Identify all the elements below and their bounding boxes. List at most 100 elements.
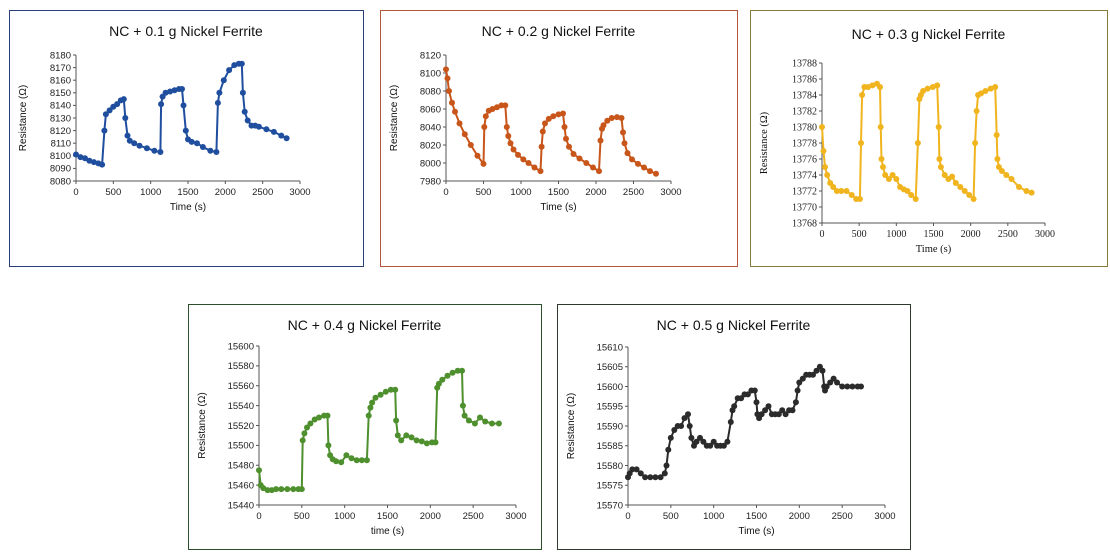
data-point <box>480 160 487 167</box>
y-tick-label: 8120 <box>420 50 441 61</box>
data-point <box>158 101 165 108</box>
series-line <box>258 369 499 492</box>
data-point <box>439 376 446 383</box>
data-point <box>738 395 745 402</box>
data-point <box>226 67 233 74</box>
data-point <box>444 372 451 379</box>
data-point <box>992 84 999 90</box>
y-tick-label: 15580 <box>228 361 254 372</box>
data-point <box>136 142 143 149</box>
data-point <box>456 120 463 127</box>
data-point <box>681 415 688 422</box>
data-point <box>284 486 291 493</box>
data-point <box>878 156 885 162</box>
y-tick-label: 15520 <box>228 421 254 432</box>
data-point <box>830 375 837 382</box>
data-point <box>452 108 458 115</box>
y-tick-label: 8080 <box>420 86 441 97</box>
data-point <box>834 379 840 386</box>
data-point <box>194 140 200 147</box>
data-point <box>77 154 84 161</box>
data-point <box>231 62 238 69</box>
data-point <box>570 151 577 157</box>
data-point <box>162 89 169 96</box>
data-point <box>839 383 846 390</box>
data-point <box>304 424 310 431</box>
data-point <box>624 150 631 157</box>
data-point <box>264 487 271 494</box>
x-tick-label: 0 <box>256 511 261 522</box>
data-point <box>489 106 496 112</box>
x-tick-label: 0 <box>73 187 78 198</box>
data-point <box>503 124 510 130</box>
data-point <box>382 388 389 395</box>
data-point <box>423 440 430 447</box>
x-tick-label: 2500 <box>832 511 853 522</box>
data-point <box>263 126 270 133</box>
data-point <box>600 122 607 129</box>
data-point <box>856 196 863 202</box>
data-point <box>348 455 355 462</box>
data-point <box>685 411 691 418</box>
data-point <box>459 367 465 374</box>
data-point <box>957 184 964 190</box>
data-point <box>707 442 714 449</box>
y-tick-label: 8100 <box>420 68 441 79</box>
data-point <box>1008 176 1015 182</box>
data-point <box>782 411 789 418</box>
data-point <box>688 434 695 441</box>
data-point <box>398 437 405 444</box>
y-tick-label: 13776 <box>792 154 817 165</box>
data-point <box>555 111 562 118</box>
data-point <box>937 164 944 170</box>
data-point <box>597 137 604 144</box>
data-point <box>1028 189 1035 196</box>
data-point <box>973 108 980 114</box>
data-point <box>652 474 659 481</box>
data-point <box>893 176 900 182</box>
data-point <box>819 367 826 374</box>
data-point <box>924 85 931 92</box>
data-point <box>590 164 596 171</box>
x-axis-label: Time (s) <box>738 526 774 537</box>
data-point <box>90 159 97 166</box>
y-tick-label: 8020 <box>420 140 441 151</box>
y-tick-label: 13786 <box>792 74 817 85</box>
data-point <box>531 164 538 171</box>
data-point <box>449 369 456 376</box>
data-point <box>188 138 195 145</box>
data-point <box>819 124 825 130</box>
y-tick-label: 13768 <box>792 218 817 229</box>
y-tick-label: 15585 <box>597 441 623 452</box>
data-point <box>502 102 509 109</box>
y-tick-label: 8000 <box>420 158 441 169</box>
x-tick-label: 1000 <box>510 187 531 198</box>
y-tick-label: 13772 <box>792 186 817 197</box>
y-axis-label: Resistance (Ω) <box>389 85 400 151</box>
data-point <box>106 107 113 114</box>
data-point <box>720 442 727 449</box>
data-point <box>949 173 956 180</box>
data-point <box>216 89 223 96</box>
data-point <box>151 147 158 154</box>
y-tick-label: 7980 <box>420 176 441 187</box>
data-point <box>882 172 889 178</box>
data-point <box>538 143 545 150</box>
data-point <box>869 82 876 89</box>
data-point <box>700 438 707 445</box>
data-point <box>560 110 566 117</box>
data-point <box>99 161 106 168</box>
data-point <box>751 387 758 394</box>
y-axis-label: Resistance (Ω) <box>566 393 577 459</box>
data-point <box>827 379 834 386</box>
y-tick-label: 15600 <box>228 341 254 352</box>
data-point <box>697 434 703 441</box>
data-point <box>435 380 442 387</box>
y-tick-label: 15500 <box>228 441 254 452</box>
data-point <box>369 399 376 406</box>
data-point <box>126 137 133 144</box>
x-tick-label: 1500 <box>746 511 767 522</box>
y-tick-label: 8140 <box>50 101 71 112</box>
x-tick-label: 0 <box>443 187 448 198</box>
y-tick-label: 8180 <box>50 50 71 61</box>
